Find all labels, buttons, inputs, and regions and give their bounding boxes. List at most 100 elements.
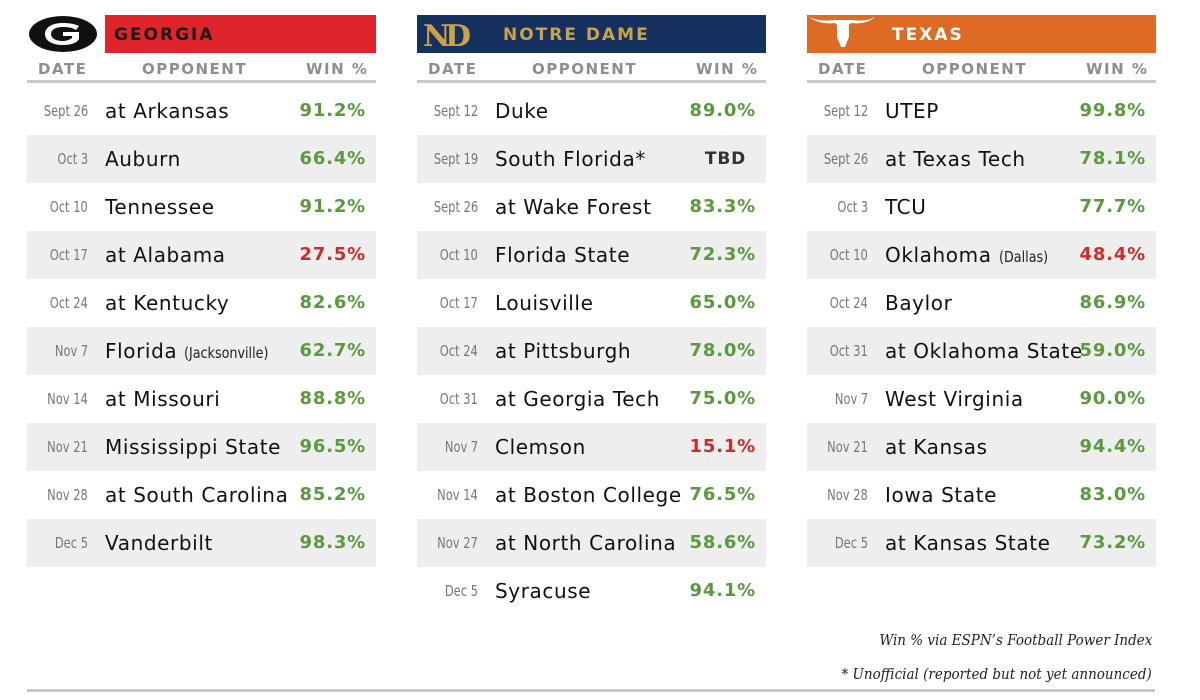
game-row: Nov 21 at Kansas 94.4% bbox=[807, 423, 1156, 471]
win-probability: 78.0% bbox=[689, 340, 756, 361]
date-column-header: DATE bbox=[428, 60, 478, 78]
win-probability: 94.4% bbox=[1079, 436, 1146, 457]
game-date: Oct 24 bbox=[829, 294, 868, 312]
opponent-name: TCU bbox=[885, 195, 927, 219]
opponent-name: at Missouri bbox=[105, 387, 221, 411]
game-opponent: Syracuse bbox=[495, 567, 591, 615]
game-row: Oct 10 Tennessee 91.2% bbox=[27, 183, 376, 231]
game-opponent: Florida State bbox=[495, 231, 630, 279]
game-opponent: Mississippi State bbox=[105, 423, 281, 471]
opponent-name: at Boston College bbox=[495, 483, 682, 507]
game-row: Oct 3 TCU 77.7% bbox=[807, 183, 1156, 231]
win-probability: 62.7% bbox=[299, 340, 366, 361]
game-row: Nov 28 at South Carolina 85.2% bbox=[27, 471, 376, 519]
game-opponent: at South Carolina bbox=[105, 471, 288, 519]
svg-text:N: N bbox=[423, 19, 450, 53]
win-probability: 48.4% bbox=[1079, 244, 1146, 265]
game-date: Nov 14 bbox=[437, 486, 478, 504]
opponent-name: at Oklahoma State bbox=[885, 339, 1083, 363]
game-date: Oct 31 bbox=[829, 342, 868, 360]
game-row: Nov 21 Mississippi State 96.5% bbox=[27, 423, 376, 471]
game-date: Oct 24 bbox=[49, 294, 88, 312]
column-headers: DATE OPPONENT WIN % bbox=[807, 53, 1156, 83]
game-date: Sept 26 bbox=[43, 102, 88, 120]
schedule-list: Sept 26 at Arkansas 91.2% Oct 3 Auburn 66.4% O… bbox=[27, 87, 376, 567]
team-header-notre-dame: N D NOTRE DAME bbox=[417, 15, 766, 54]
opponent-name: South Florida* bbox=[495, 147, 646, 171]
game-date: Sept 19 bbox=[433, 150, 478, 168]
opponent-name: Syracuse bbox=[495, 579, 592, 603]
column-headers: DATE OPPONENT WIN % bbox=[417, 53, 766, 83]
opponent-column-header: OPPONENT bbox=[142, 60, 248, 78]
win-probability: 65.0% bbox=[689, 292, 756, 313]
game-opponent: Baylor bbox=[885, 279, 952, 327]
win-probability: 88.8% bbox=[299, 388, 366, 409]
win-probability: 66.4% bbox=[299, 148, 366, 169]
game-row: Nov 14 at Boston College 76.5% bbox=[417, 471, 766, 519]
game-date: Oct 10 bbox=[829, 246, 868, 264]
game-opponent: West Virginia bbox=[885, 375, 1024, 423]
source-footnote: Win % via ESPN’s Football Power Index bbox=[878, 631, 1152, 649]
schedule-list: Sept 12 Duke 89.0% Sept 19 South Florida* TBD… bbox=[417, 87, 766, 615]
game-opponent: at North Carolina bbox=[495, 519, 676, 567]
win-probability: 83.0% bbox=[1079, 484, 1146, 505]
game-date: Oct 31 bbox=[439, 390, 478, 408]
game-row: Oct 31 at Oklahoma State 59.0% bbox=[807, 327, 1156, 375]
game-row: Dec 5 at Kansas State 73.2% bbox=[807, 519, 1156, 567]
opponent-name: Florida State bbox=[495, 243, 631, 267]
notre-dame-nd-logo: N D bbox=[421, 15, 483, 54]
opponent-name: at Kansas bbox=[885, 435, 988, 459]
win-probability: 96.5% bbox=[299, 436, 366, 457]
opponent-name: at South Carolina bbox=[105, 483, 289, 507]
game-row: Nov 7 Florida (Jacksonville) 62.7% bbox=[27, 327, 376, 375]
game-opponent: at Wake Forest bbox=[495, 183, 652, 231]
game-opponent: Florida (Jacksonville) bbox=[105, 327, 284, 377]
venue-note: (Dallas) bbox=[998, 248, 1048, 266]
opponent-name: West Virginia bbox=[885, 387, 1024, 411]
game-date: Nov 28 bbox=[47, 486, 88, 504]
game-row: Dec 5 Vanderbilt 98.3% bbox=[27, 519, 376, 567]
win-probability: 91.2% bbox=[299, 100, 366, 121]
game-row: Oct 31 at Georgia Tech 75.0% bbox=[417, 375, 766, 423]
team-header-georgia: GEORGIA bbox=[27, 15, 376, 53]
game-row: Oct 10 Florida State 72.3% bbox=[417, 231, 766, 279]
game-row: Nov 14 at Missouri 88.8% bbox=[27, 375, 376, 423]
win-column-header: WIN % bbox=[306, 60, 369, 78]
game-row: Sept 19 South Florida* TBD bbox=[417, 135, 766, 183]
opponent-name: at Wake Forest bbox=[495, 195, 652, 219]
opponent-name: Louisville bbox=[495, 291, 594, 315]
team-panel-georgia: GEORGIA DATE OPPONENT WIN % Sept 26 at Ar… bbox=[27, 15, 376, 567]
win-probability: 73.2% bbox=[1079, 532, 1146, 553]
win-probability: 72.3% bbox=[689, 244, 756, 265]
opponent-name: Duke bbox=[495, 99, 549, 123]
game-opponent: at Arkansas bbox=[105, 87, 229, 135]
win-probability: 98.3% bbox=[299, 532, 366, 553]
game-opponent: Duke bbox=[495, 87, 549, 135]
game-opponent: Oklahoma (Dallas) bbox=[885, 231, 1056, 281]
opponent-name: at Kansas State bbox=[885, 531, 1051, 555]
team-name: GEORGIA bbox=[114, 25, 215, 45]
opponent-name: Baylor bbox=[885, 291, 953, 315]
win-probability: 77.7% bbox=[1079, 196, 1146, 217]
win-probability: 78.1% bbox=[1079, 148, 1146, 169]
game-opponent: Clemson bbox=[495, 423, 586, 471]
game-date: Nov 7 bbox=[54, 342, 88, 360]
game-date: Nov 7 bbox=[444, 438, 478, 456]
game-row: Nov 27 at North Carolina 58.6% bbox=[417, 519, 766, 567]
game-opponent: UTEP bbox=[885, 87, 939, 135]
game-date: Nov 14 bbox=[47, 390, 88, 408]
game-opponent: TCU bbox=[885, 183, 926, 231]
game-date: Dec 5 bbox=[444, 582, 478, 600]
game-date: Nov 27 bbox=[437, 534, 478, 552]
game-row: Oct 3 Auburn 66.4% bbox=[27, 135, 376, 183]
game-row: Oct 24 at Kentucky 82.6% bbox=[27, 279, 376, 327]
game-date: Oct 3 bbox=[57, 150, 88, 168]
game-date: Sept 26 bbox=[433, 198, 478, 216]
win-probability: 89.0% bbox=[689, 100, 756, 121]
game-opponent: Louisville bbox=[495, 279, 594, 327]
game-date: Sept 12 bbox=[433, 102, 478, 120]
opponent-name: Vanderbilt bbox=[105, 531, 213, 555]
win-probability: 86.9% bbox=[1079, 292, 1146, 313]
game-row: Oct 17 Louisville 65.0% bbox=[417, 279, 766, 327]
team-header-texas: TEXAS bbox=[807, 15, 1156, 53]
